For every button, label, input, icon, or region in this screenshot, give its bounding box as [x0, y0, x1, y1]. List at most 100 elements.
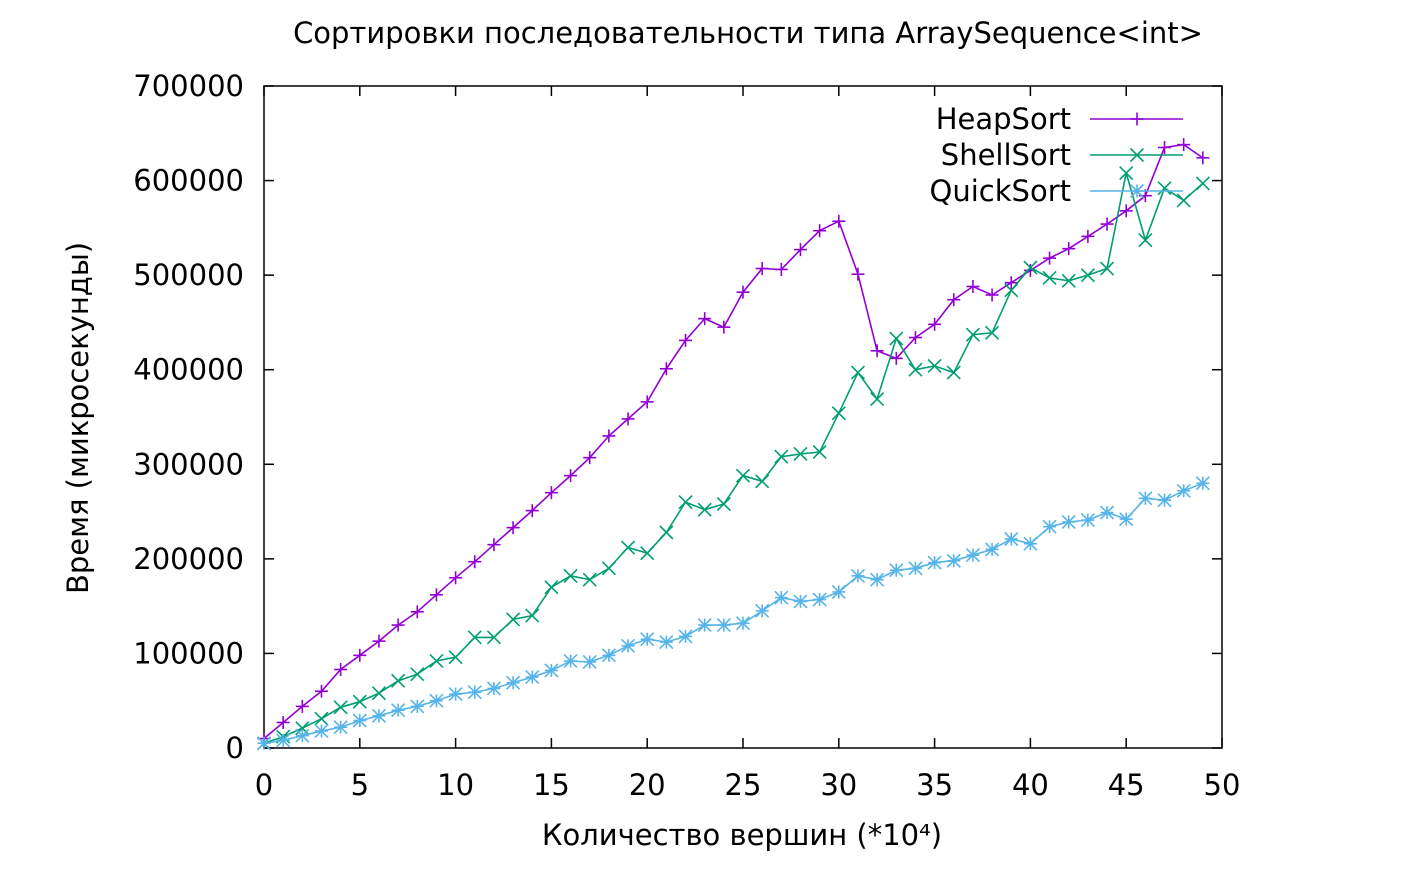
data-point: [602, 429, 616, 443]
data-point: [965, 548, 980, 563]
data-point: [1080, 268, 1095, 283]
data-point: [850, 365, 866, 380]
data-point: [429, 693, 444, 708]
data-point: [391, 703, 406, 718]
data-point: [774, 262, 788, 276]
data-point: [640, 632, 655, 647]
data-point: [928, 317, 942, 331]
data-point: [314, 711, 329, 726]
data-point: [812, 592, 827, 607]
data-point: [1061, 514, 1076, 530]
series-quicksort: [256, 476, 1210, 751]
data-point: [851, 267, 865, 281]
data-point: [486, 681, 501, 696]
plot-area: [263, 85, 1223, 749]
data-point: [965, 327, 980, 342]
x-tick-label: 15: [533, 768, 570, 802]
y-tick-label: 700000: [133, 69, 244, 103]
data-point: [831, 584, 846, 600]
data-point: [1195, 476, 1210, 491]
data-point: [927, 555, 942, 570]
legend-label: QuickSort: [930, 174, 1071, 208]
data-point: [1119, 204, 1133, 218]
data-point: [697, 617, 712, 633]
data-point: [410, 605, 424, 619]
data-point: [333, 700, 348, 715]
y-axis: 0 100000 200000 300000 400000 500000 600000 700…: [133, 69, 1222, 765]
series-line-heapsort: [263, 143, 1204, 740]
data-point: [870, 344, 884, 358]
data-point: [276, 733, 291, 748]
legend-label: HeapSort: [936, 102, 1071, 136]
data-point: [985, 325, 1000, 340]
data-point: [1023, 260, 1038, 275]
data-point: [391, 618, 405, 632]
data-point: [640, 546, 655, 561]
data-point: [1004, 276, 1018, 290]
data-point: [640, 395, 654, 409]
data-point: [467, 685, 482, 700]
data-point: [1157, 493, 1172, 508]
data-point: [1023, 536, 1038, 551]
legend-label: ShellSort: [941, 138, 1071, 172]
data-point: [659, 635, 674, 650]
legend-swatch-marker: [1129, 183, 1145, 199]
data-point: [966, 279, 980, 293]
data-point: [774, 449, 789, 464]
y-tick-label: 600000: [133, 164, 244, 198]
data-point: [698, 312, 712, 326]
y-tick-label: 300000: [133, 447, 244, 481]
data-point: [372, 634, 386, 648]
data-point: [544, 486, 558, 500]
data-point: [850, 568, 866, 583]
x-axis: 0 5 10 15 20 25 30 35 40 45 50: [255, 86, 1240, 802]
data-point: [755, 603, 770, 618]
data-point: [832, 214, 846, 228]
data-point: [985, 542, 1000, 557]
data-point: [276, 715, 290, 729]
data-point: [1061, 273, 1076, 288]
x-tick-label: 5: [351, 768, 369, 802]
data-point: [620, 638, 636, 653]
data-point: [506, 675, 521, 690]
data-point: [601, 648, 616, 663]
data-point: [812, 444, 827, 460]
data-point: [525, 608, 540, 623]
data-point: [525, 670, 540, 685]
y-tick-label: 100000: [133, 636, 244, 670]
data-point: [256, 736, 272, 751]
data-point: [486, 630, 501, 645]
data-point: [716, 617, 731, 633]
series-heapsort: [257, 138, 1210, 746]
data-point: [908, 362, 923, 377]
data-point: [525, 504, 539, 518]
data-point: [582, 654, 597, 670]
data-point: [601, 561, 616, 576]
data-point: [563, 568, 578, 583]
data-point: [1004, 283, 1019, 298]
data-point: [582, 572, 597, 587]
data-point: [1099, 261, 1115, 276]
data-point: [908, 561, 923, 576]
legend-swatch-marker: [1130, 112, 1144, 126]
data-point: [1099, 505, 1115, 520]
data-point: [927, 358, 942, 373]
data-point: [353, 648, 367, 662]
data-point: [908, 331, 922, 345]
series-shellsort: [256, 165, 1210, 751]
data-point: [678, 495, 693, 510]
data-point: [947, 293, 961, 307]
data-point: [717, 320, 731, 334]
data-point: [1042, 519, 1057, 534]
x-tick-label: 30: [820, 768, 857, 802]
data-point: [295, 728, 310, 743]
data-point: [295, 699, 309, 713]
data-point: [448, 650, 463, 665]
data-point: [716, 496, 731, 512]
legend-entry-quicksort: QuickSort: [930, 174, 1183, 208]
data-point: [1157, 181, 1172, 196]
data-point: [1119, 512, 1134, 527]
y-tick-label: 0: [226, 731, 244, 765]
x-tick-label: 10: [437, 768, 474, 802]
